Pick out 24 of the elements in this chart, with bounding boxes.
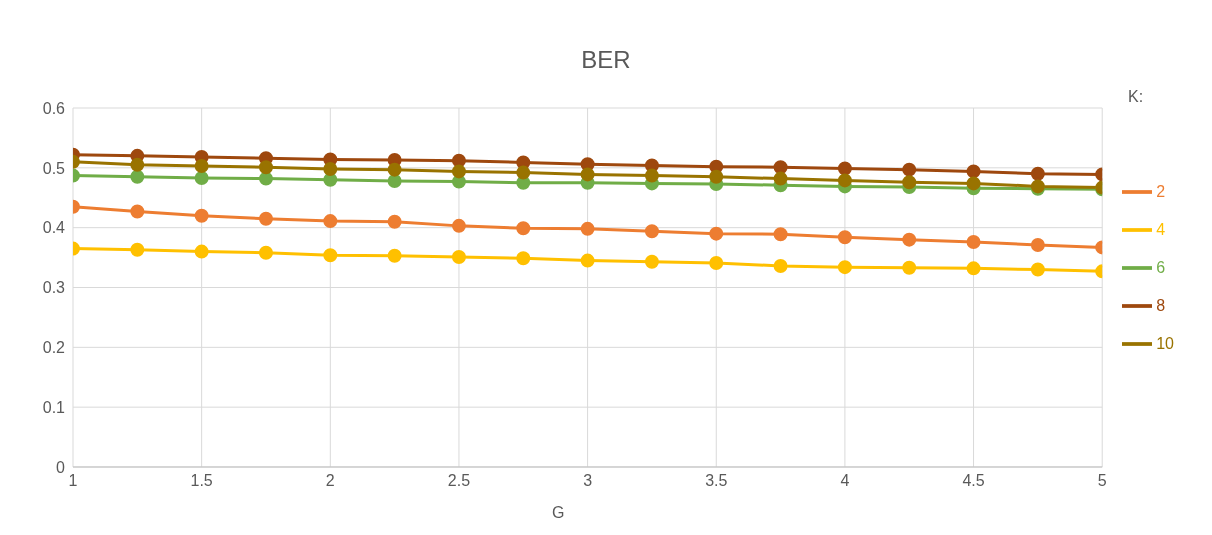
x-tick-label: 4 — [840, 472, 850, 490]
legend-label: 4 — [1156, 220, 1166, 238]
x-tick-label: 3 — [583, 472, 593, 490]
x-tick-label: 2.5 — [447, 472, 471, 490]
y-tick-label: 0.6 — [42, 99, 66, 117]
x-tick-label: 4.5 — [962, 472, 985, 490]
legend-label: 10 — [1156, 334, 1174, 352]
x-tick-label: 3.5 — [705, 472, 728, 490]
x-tick-label: 1.5 — [190, 472, 213, 490]
x-axis-title: G — [552, 504, 565, 522]
legend-label: 8 — [1156, 296, 1166, 314]
legend-title: K: — [1128, 88, 1144, 106]
y-tick-label: 0.2 — [42, 339, 66, 357]
x-tick-label: 2 — [325, 472, 335, 490]
x-tick-label: 5 — [1097, 472, 1107, 490]
y-tick-label: 0 — [56, 458, 66, 476]
y-tick-label: 0.3 — [42, 279, 66, 297]
legend-label: 2 — [1156, 182, 1166, 200]
chart-title: BER — [580, 46, 632, 74]
y-tick-label: 0.1 — [42, 398, 66, 416]
legend-label: 6 — [1156, 258, 1166, 276]
x-tick-label: 1 — [68, 472, 78, 490]
y-tick-label: 0.4 — [42, 219, 66, 237]
y-tick-label: 0.5 — [42, 159, 66, 177]
